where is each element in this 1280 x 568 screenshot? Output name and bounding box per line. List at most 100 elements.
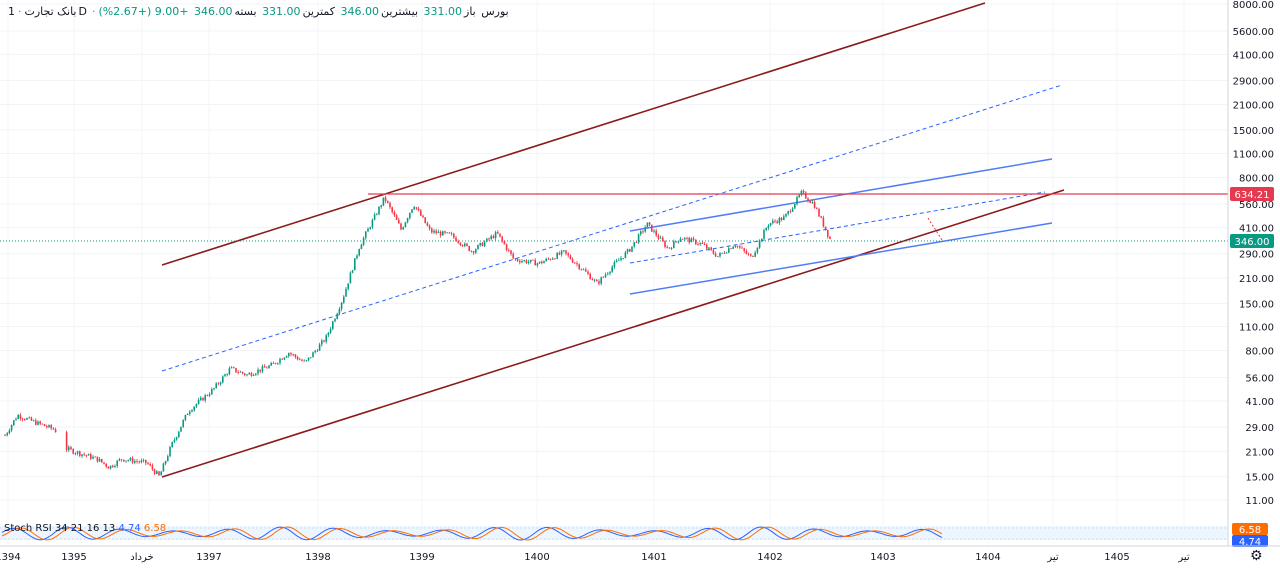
candle-body: [255, 373, 257, 375]
candle-body: [13, 420, 15, 426]
candle-body: [387, 200, 389, 203]
candle-body: [767, 225, 770, 229]
candle-body: [340, 302, 343, 310]
candle-body: [178, 431, 180, 437]
candle-body: [695, 239, 697, 245]
candle-body: [186, 414, 189, 415]
candle-body: [151, 465, 154, 470]
candle-body: [285, 356, 288, 358]
candle-body: [547, 258, 550, 260]
candle-body: [153, 469, 156, 474]
candle-body: [70, 447, 72, 450]
candle-body: [791, 208, 794, 212]
candle-body: [426, 223, 429, 226]
candle-body: [310, 357, 312, 359]
candle-body: [589, 273, 591, 280]
candle-body: [510, 250, 512, 254]
candle-body: [321, 340, 323, 345]
candle-body: [316, 350, 319, 352]
candle-body: [140, 460, 143, 463]
candle-body: [763, 230, 765, 239]
candle-body: [536, 263, 539, 266]
candle-body: [10, 425, 13, 431]
candle-body: [483, 241, 486, 247]
candle-body: [79, 451, 81, 456]
candle-body: [158, 471, 160, 476]
candle-body: [477, 244, 479, 250]
candle-body: [204, 395, 206, 401]
symbol-name[interactable]: بانک تجارت: [24, 5, 77, 18]
candle-body: [76, 451, 79, 454]
candle-body: [15, 418, 17, 421]
candle-body: [745, 250, 748, 254]
candle-body: [503, 240, 506, 245]
candle-body: [796, 196, 798, 205]
candle-body: [725, 252, 728, 254]
candle-body: [435, 230, 437, 234]
candle-body: [730, 248, 732, 250]
candle-body: [228, 368, 231, 375]
gear-icon[interactable]: ⚙: [1250, 548, 1263, 564]
candle-body: [655, 230, 657, 236]
candle-body: [307, 357, 310, 361]
k-value: 4.74: [118, 523, 141, 534]
interval-label[interactable]: 1D: [8, 5, 87, 18]
candle-body: [521, 261, 523, 263]
y-tick-label: 800.00: [1239, 173, 1274, 184]
candle-body: [393, 212, 396, 216]
candle-body: [552, 258, 554, 260]
y-tick-label: 560.00: [1239, 200, 1274, 211]
candle-body: [145, 459, 147, 464]
candle-body: [721, 252, 723, 254]
time-axis[interactable]: 1394 1395 خرداد 1397 1398 1399 1400 1401 1402 140…: [0, 552, 1190, 563]
y-tick-label: 15.00: [1245, 473, 1274, 484]
x-tick-label: 1405: [1104, 552, 1129, 563]
candle-body: [448, 232, 451, 234]
candle-body: [74, 453, 77, 455]
candle-body: [701, 242, 704, 244]
candle-body: [149, 463, 151, 466]
x-tick-label: 1401: [641, 552, 666, 563]
candle-body: [648, 222, 651, 225]
candle-body: [593, 279, 596, 281]
candle-body: [798, 194, 800, 197]
candle-body: [37, 421, 39, 425]
candle-body: [809, 200, 811, 203]
candle-body: [538, 261, 541, 264]
y-tick-label: 1500.00: [1233, 126, 1274, 137]
price-axis[interactable]: 8000.00 5600.00 4100.00 2900.00 2100.00 1500.…: [1233, 0, 1274, 507]
candle-body: [827, 230, 829, 237]
candle-body: [494, 232, 497, 239]
candle-body: [268, 365, 270, 369]
y-tick-label: 290.00: [1239, 250, 1274, 261]
candle-body: [620, 258, 622, 260]
candle-body: [549, 258, 552, 260]
candle-body: [497, 232, 499, 234]
candle-body: [433, 230, 435, 233]
candle-body: [17, 415, 19, 419]
candlestick-series: [4, 189, 831, 476]
oscillator-legend[interactable]: Stoch RSI 34 21 16 13 4.74 6.58: [4, 523, 166, 534]
candle-body: [714, 253, 717, 257]
candle-body: [662, 237, 664, 242]
candle-body: [404, 222, 407, 228]
candle-body: [644, 227, 646, 232]
y-tick-label: 11.00: [1245, 496, 1274, 507]
candle-body: [6, 433, 8, 436]
candle-body: [569, 255, 572, 260]
candle-body: [633, 242, 635, 247]
candle-body: [684, 237, 686, 240]
candle-body: [351, 270, 354, 273]
candle-body: [226, 374, 228, 375]
candle-body: [373, 214, 376, 220]
candle-body: [85, 454, 88, 456]
candle-body: [679, 238, 682, 242]
candle-body: [127, 460, 129, 462]
candle-body: [272, 363, 275, 364]
candle-body: [567, 253, 569, 256]
candle-body: [758, 240, 761, 248]
candle-body: [565, 250, 567, 254]
candle-body: [699, 242, 701, 245]
candle-body: [571, 259, 574, 263]
